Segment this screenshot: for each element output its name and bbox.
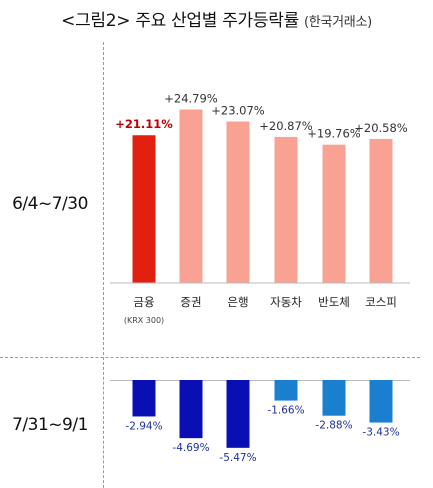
value-label-top-2: +23.07% [211,104,265,118]
bar-top-3 [274,136,298,283]
category-label-3: 자동차 [270,295,302,309]
value-label-top-0: +21.11% [115,117,173,131]
bar-top-4 [322,144,346,283]
bar-bottom-3 [274,380,298,401]
chart-title-main: <그림2> 주요 산업별 주가등락률 [61,11,299,31]
category-label-2: 은행 [227,295,248,309]
bar-top-1 [179,109,203,283]
section-divider [0,357,420,358]
chart-title-source: (한국거래소) [304,15,372,30]
value-label-top-5: +20.58% [354,121,408,135]
bar-bottom-2 [226,380,250,448]
bar-bottom-1 [179,380,203,439]
category-label-5: 코스피 [365,295,397,309]
value-label-bottom-3: -1.66% [267,405,304,417]
category-label-4: 반도체 [318,295,350,309]
bar-bottom-5 [369,380,393,423]
bar-top-5 [369,138,393,283]
value-label-bottom-5: -3.43% [362,427,399,439]
value-label-bottom-0: -2.94% [125,420,162,432]
period-label-top: 6/4~7/30 [12,194,88,214]
vertical-divider-top [103,42,104,360]
bar-bottom-0 [132,380,156,417]
value-label-top-3: +20.87% [259,119,313,133]
zero-axis-bottom [110,380,410,381]
value-label-top-4: +19.76% [307,127,361,141]
value-label-bottom-4: -2.88% [315,420,352,432]
value-label-bottom-1: -4.69% [172,442,209,454]
period-label-bottom: 7/31~9/1 [12,415,88,435]
chart-title: <그림2> 주요 산업별 주가등락률 (한국거래소) [0,6,433,31]
category-label-0: 금융 [133,295,154,309]
category-sublabel-0: (KRX 300) [124,316,164,325]
category-label-1: 증권 [180,295,201,309]
bar-top-0 [132,135,156,283]
bar-bottom-4 [322,380,346,416]
value-label-bottom-2: -5.47% [219,452,256,464]
bar-top-2 [226,121,250,283]
value-label-top-1: +24.79% [164,91,218,105]
vertical-divider-bottom [103,362,104,488]
